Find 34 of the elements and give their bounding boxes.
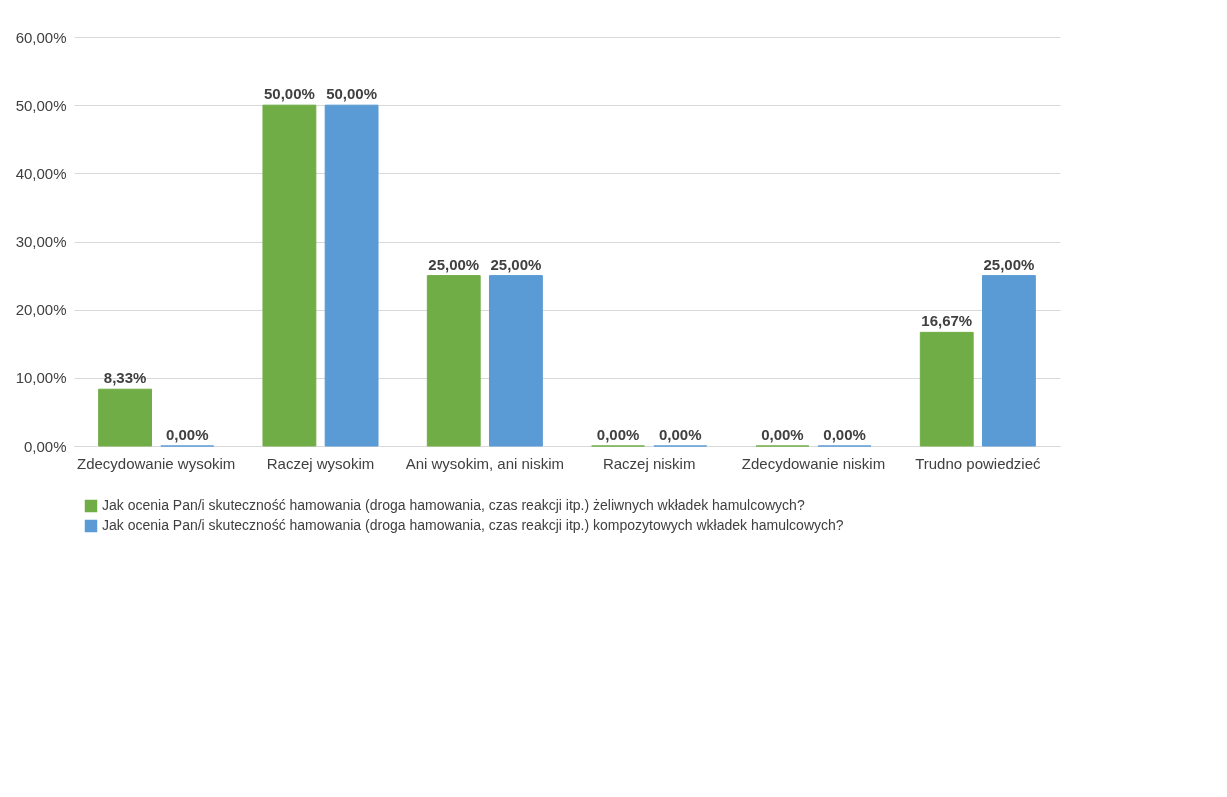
data-label: 50,00%: [263, 85, 315, 103]
data-label: 25,00%: [983, 255, 1035, 273]
y-tick-label: 30,00%: [15, 233, 67, 250]
data-label: 0,00%: [596, 426, 640, 443]
data-label: 16,67%: [921, 312, 973, 330]
y-tick-label: 60,00%: [15, 28, 67, 46]
data-label: 25,00%: [490, 255, 542, 273]
y-tick-label: 10,00%: [15, 369, 67, 387]
bar: [324, 104, 379, 447]
x-tick-label: Trudno powiedzieć: [915, 454, 1041, 472]
y-tick-label: 20,00%: [15, 301, 67, 319]
bar: [982, 275, 1036, 447]
bar: [919, 331, 974, 447]
x-tick-label: Raczej wysokim: [266, 454, 375, 472]
y-tick-label: 50,00%: [15, 96, 67, 114]
legend-label: Jak ocenia Pan/i skuteczność hamowania (droga hamowania, czas reakcji itp.) kompozytowych wkładek hamulcowych?: [102, 517, 844, 533]
bar: [98, 388, 152, 447]
x-tick-label: Zdecydowanie wysokim: [76, 454, 236, 472]
data-label: 0,00%: [761, 426, 804, 443]
data-label: 0,00%: [658, 426, 702, 443]
data-label: 50,00%: [326, 85, 378, 103]
legend-label: Jak ocenia Pan/i skuteczność hamowania (droga hamowania, czas reakcji itp.) żeliwnych wkładek hamulcowych?: [102, 497, 805, 513]
data-label: 0,00%: [165, 426, 209, 443]
bar: [262, 104, 317, 447]
x-tick-label: Ani wysokim, ani niskim: [405, 454, 565, 472]
x-tick-label: Zdecydowanie niskim: [741, 454, 886, 472]
data-label: 25,00%: [428, 255, 480, 273]
y-tick-label: 40,00%: [15, 164, 67, 182]
y-tick-label: 0,00%: [23, 437, 67, 455]
data-label: 8,33%: [103, 369, 147, 387]
bar: [489, 275, 543, 447]
bar: [426, 275, 481, 447]
data-label: 0,00%: [823, 426, 866, 443]
x-tick-label: Raczej niskim: [602, 454, 696, 472]
